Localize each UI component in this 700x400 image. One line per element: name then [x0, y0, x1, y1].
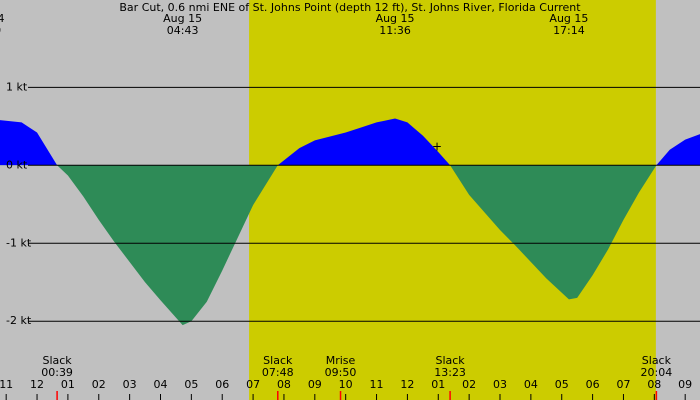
moon-marker: + — [432, 140, 442, 154]
peak-date: Aug 15 — [376, 12, 415, 25]
event-label: Slack — [435, 354, 465, 367]
event-time: 07:48 — [262, 366, 294, 379]
peak-date: g 14 — [0, 12, 5, 25]
x-tick-label: 02 — [462, 378, 476, 391]
x-tick-label: 12 — [400, 378, 414, 391]
x-tick-label: 11 — [0, 378, 13, 391]
x-tick-label: 04 — [524, 378, 538, 391]
event-label: M — [699, 354, 700, 367]
peak-date: Aug 15 — [549, 12, 588, 25]
x-tick-label: 12 — [30, 378, 44, 391]
event-time: 20:04 — [641, 366, 673, 379]
x-tick-label: 01 — [431, 378, 445, 391]
x-tick-label: 03 — [493, 378, 507, 391]
event-time: 09:50 — [325, 366, 357, 379]
x-tick-label: 09 — [678, 378, 692, 391]
x-tick-label: 04 — [153, 378, 167, 391]
x-tick-label: 11 — [370, 378, 384, 391]
x-tick-label: 05 — [555, 378, 569, 391]
x-tick-label: 02 — [92, 378, 106, 391]
event-time: 13:23 — [434, 366, 466, 379]
x-tick-label: 07 — [246, 378, 260, 391]
x-tick-label: 07 — [616, 378, 630, 391]
peak-time: 11:36 — [379, 24, 411, 37]
y-tick-label: 0 kt — [6, 158, 28, 171]
x-tick-label: 06 — [215, 378, 229, 391]
y-tick-label: 1 kt — [6, 80, 28, 93]
x-tick-label: 03 — [123, 378, 137, 391]
x-tick-label: 10 — [339, 378, 353, 391]
event-label: Slack — [642, 354, 672, 367]
event-label: Slack — [263, 354, 293, 367]
y-tick-label: -1 kt — [6, 236, 32, 249]
chart-title: Bar Cut, 0.6 nmi ENE of St. Johns Point … — [119, 1, 581, 14]
x-tick-label: 08 — [277, 378, 291, 391]
ebb-area — [57, 165, 657, 326]
x-tick-label: 06 — [586, 378, 600, 391]
y-tick-label: -2 kt — [6, 314, 32, 327]
peak-time: 04:43 — [167, 24, 199, 37]
x-tick-label: 01 — [61, 378, 75, 391]
event-time: 00:39 — [41, 366, 73, 379]
event-label: Slack — [42, 354, 72, 367]
peak-time: :50 — [0, 24, 1, 37]
x-tick-label: 05 — [184, 378, 198, 391]
x-tick-label: 09 — [308, 378, 322, 391]
peak-time: 17:14 — [553, 24, 585, 37]
x-tick-label: 08 — [647, 378, 661, 391]
flood-area — [0, 118, 700, 166]
event-label: Mrise — [326, 354, 356, 367]
peak-date: Aug 15 — [163, 12, 202, 25]
